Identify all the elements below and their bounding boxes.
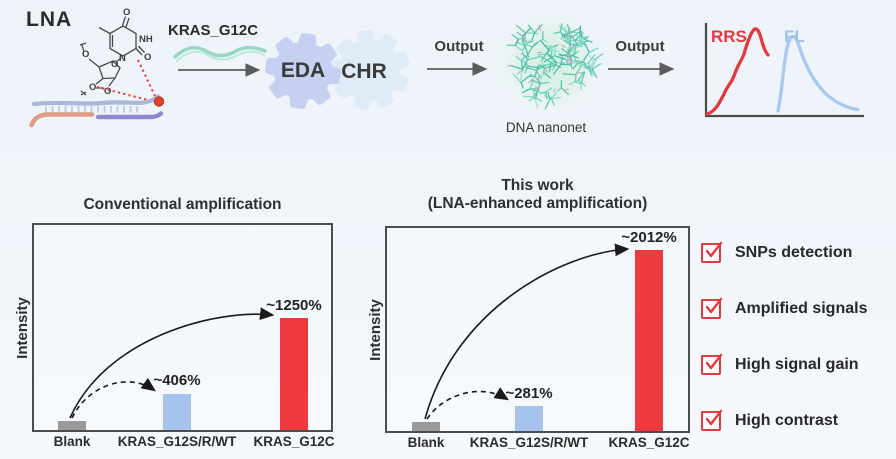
x-tick-label: KRAS_G12S/R/WT [117,434,237,449]
x-tick-label: KRAS_G12S/R/WT [469,435,589,450]
checklist-item-amplified-signals: Amplified signals [701,297,868,320]
bar-kras-g12c [635,249,663,431]
right-chart-subtitle: (LNA-enhanced amplification) [427,195,648,212]
x-tick-label: KRAS_G12C [608,435,690,450]
lna-structure-graphic: O NH O N O O O O [29,7,165,128]
x-tick-label: Blank [53,434,91,449]
nanonet-label: DNA nanonet [505,120,587,135]
fl-curve [776,34,860,113]
probe-duplex [29,94,164,128]
right-chart-title: This work [501,177,574,194]
reaction-arrow [178,63,261,77]
eda-gear-label: EDA [280,59,326,82]
checklist-label: High signal gain [735,356,859,373]
lna-title: LNA [26,8,73,31]
svg-text:NH: NH [139,34,153,45]
lna-position-pointer-lines [96,59,157,103]
nucleotide-skeleton [79,16,145,96]
chr-gear-label: CHR [341,60,387,83]
svg-text:O: O [111,59,118,70]
right-chart-arrows [424,243,630,420]
svg-text:N: N [119,53,126,64]
x-tick-label: KRAS_G12C [253,434,335,449]
checklist-label: High contrast [735,412,839,429]
right-chart-plot-area [385,226,690,433]
target-label: KRAS_G12C [168,22,259,39]
svg-text:O: O [104,86,111,97]
rrs-label: RRS [711,27,747,46]
eda-chr-gears [265,30,410,110]
svg-text:O: O [144,52,151,63]
fl-label: FL [784,27,805,46]
bar-annotation: ~281% [505,384,553,402]
checked-checkbox-icon [701,409,723,431]
eda-gear-icon [265,33,341,109]
checklist-label: Amplified signals [735,300,868,317]
bar-blank [412,422,440,431]
checked-checkbox-icon [701,353,723,375]
bar-blank [58,421,86,430]
bar-annotation: ~406% [153,372,201,390]
spectra-plot [704,23,864,118]
nanonet-mesh [506,23,604,110]
output-label-1: Output [434,38,484,55]
right-y-axis-label: Intensity [367,299,384,361]
bar-annotation: ~2012% [621,228,677,246]
chr-gear-icon [330,30,410,110]
bar-kras-g12s-r-wt [163,393,191,430]
lna-site-dot [153,96,165,107]
output-label-2: Output [615,38,665,55]
bar-annotation: ~1250% [266,296,322,314]
svg-text:O: O [82,49,89,60]
output-arrow-1 [427,62,488,76]
checked-checkbox-icon [701,241,723,263]
structure-atom-labels: O NH O N O O O O [82,7,153,97]
checklist-label: SNPs detection [735,244,853,261]
svg-text:O: O [89,82,96,93]
checklist-item-snps-detection: SNPs detection [701,241,853,264]
dna-nanonet-graphic [496,11,604,115]
left-y-axis-label: Intensity [14,297,31,359]
spectra-axes [704,23,864,118]
checklist-item-high-contrast: High contrast [701,409,839,432]
svg-text:O: O [123,7,130,18]
left-chart-plot-area [32,223,333,432]
left-chart-arrows [69,307,275,419]
checked-checkbox-icon [701,297,723,319]
target-strand-icon [173,45,267,63]
output-arrow-2 [608,62,675,76]
bar-kras-g12c [280,317,308,430]
checklist-item-high-signal-gain: High signal gain [701,353,859,376]
x-tick-label: Blank [407,435,445,450]
bar-kras-g12s-r-wt [515,405,543,431]
left-chart-title: Conventional amplification [83,196,282,213]
rrs-curve [705,27,770,116]
